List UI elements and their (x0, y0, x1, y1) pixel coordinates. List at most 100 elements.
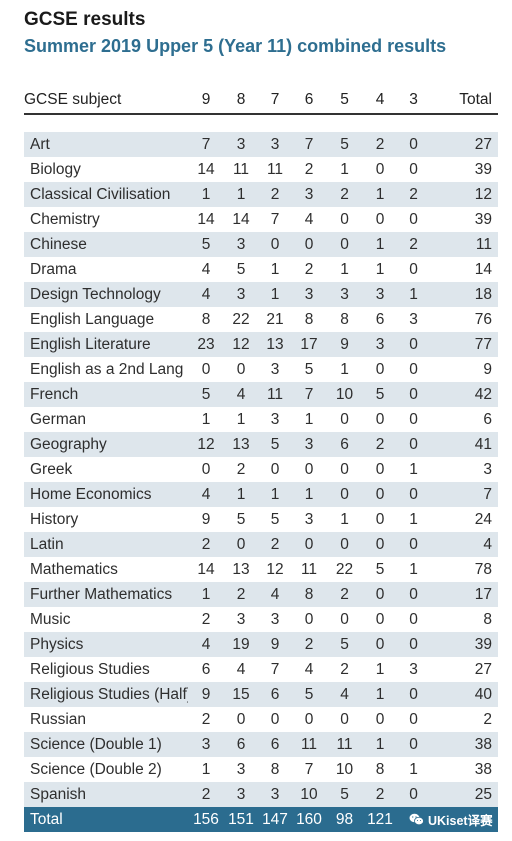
grade-count-cell: 0 (397, 132, 430, 157)
table-row: Geography 12 13 5 3 6 2 0 41 (24, 432, 498, 457)
table-row: Chinese 5 3 0 0 0 1 2 11 (24, 232, 498, 257)
table-row: English Literature 23 12 13 17 9 3 0 77 (24, 332, 498, 357)
subject-cell: Geography (24, 432, 188, 457)
grade-count-cell: 3 (224, 282, 258, 307)
grade-count-cell: 1 (340, 160, 349, 178)
grade-count-cell: 6 (258, 732, 292, 757)
grade-count-cell: 8 (340, 310, 349, 328)
grade-count-cell: 0 (340, 610, 349, 628)
grade-count-cell: 5 (188, 382, 224, 407)
grade-count-cell: 0 (270, 460, 280, 478)
grade-count-cell: 11 (232, 160, 250, 178)
total-cell: 24 (474, 510, 492, 528)
total-cell: 38 (430, 732, 498, 757)
grade-count-cell: 0 (409, 360, 418, 378)
grade-count-cell: 0 (409, 610, 418, 628)
table-row: Science (Double 1) 3 6 6 11 11 1 0 38 (24, 732, 498, 757)
grade-count-cell: 9 (258, 632, 292, 657)
grade-count-cell: 22 (335, 560, 354, 578)
total-cell: 2 (483, 710, 492, 728)
grade-count-cell: 1 (409, 560, 418, 578)
grade-count-cell: 0 (340, 710, 349, 728)
grade-count-cell: 2 (340, 660, 349, 678)
total-cell: 11 (430, 232, 498, 257)
grade-count-cell: 0 (258, 232, 292, 257)
grade-count-cell: 5 (236, 510, 246, 528)
grade-count-cell: 3 (188, 732, 224, 757)
grade-count-cell: 0 (236, 710, 246, 728)
subject-cell: Classical Civilisation (24, 182, 188, 207)
grade-count-cell: 1 (304, 410, 314, 428)
grade-count-cell: 1 (375, 660, 385, 678)
total-cell: 42 (430, 382, 498, 407)
grade-count-cell: 3 (236, 760, 246, 778)
grade-count-cell: 0 (375, 460, 385, 478)
grade-count-cell: 3 (270, 360, 280, 378)
grade-count-cell: 1 (224, 182, 258, 207)
grade-count-cell: 2 (397, 232, 430, 257)
grade-count-cell: 4 (188, 482, 224, 507)
grade-count-cell: 2 (363, 782, 397, 807)
total-cell: 14 (474, 260, 492, 278)
grade-count-cell: 13 (258, 332, 292, 357)
grade-count-cell: 12 (224, 332, 258, 357)
grade-count-cell: 0 (397, 482, 430, 507)
grade-count-cell: 4 (258, 582, 292, 607)
grade-count-cell: 0 (409, 160, 418, 178)
subject-cell: Spanish (24, 782, 188, 807)
column-header-grade: 3 (409, 91, 418, 108)
column-header-grade: 5 (340, 91, 349, 108)
grade-count-cell: 5 (236, 260, 246, 278)
subject-cell: Drama (30, 260, 77, 278)
grade-count-cell: 3 (292, 282, 326, 307)
grade-count-cell: 0 (340, 410, 349, 428)
grade-count-cell: 0 (224, 532, 258, 557)
grade-count-cell: 3 (258, 132, 292, 157)
subject-cell: Design Technology (24, 282, 188, 307)
grade-count-cell: 0 (397, 682, 430, 707)
grade-count-cell: 11 (258, 382, 292, 407)
grade-count-cell: 9 (188, 682, 224, 707)
grade-count-cell: 4 (201, 260, 211, 278)
total-cell: 76 (474, 310, 492, 328)
grade-count-cell: 9 (326, 332, 363, 357)
grade-count-cell: 2 (326, 582, 363, 607)
subject-cell: Latin (24, 532, 188, 557)
total-cell: 38 (474, 760, 492, 778)
grade-count-cell: 0 (236, 360, 246, 378)
grade-count-cell: 0 (409, 710, 418, 728)
grade-count-cell: 4 (236, 660, 246, 678)
grade-count-cell: 2 (258, 532, 292, 557)
grade-count-cell: 1 (409, 460, 418, 478)
subject-cell: Physics (24, 632, 188, 657)
grade-count-cell: 5 (326, 632, 363, 657)
grade-count-cell: 3 (409, 660, 418, 678)
table-row: Latin 2 0 2 0 0 0 0 4 (24, 532, 498, 557)
grade-count-cell: 8 (201, 310, 211, 328)
grade-count-cell: 11 (292, 732, 326, 757)
grade-count-cell: 3 (224, 132, 258, 157)
grade-count-cell: 7 (270, 660, 280, 678)
grade-count-cell: 0 (304, 610, 314, 628)
grade-count-cell: 0 (409, 210, 418, 228)
grade-count-cell: 0 (363, 632, 397, 657)
total-count-cell: 121 (363, 807, 397, 832)
grade-count-cell: 6 (224, 732, 258, 757)
grade-count-cell: 1 (270, 260, 280, 278)
grade-count-cell: 7 (292, 132, 326, 157)
spacer (24, 118, 498, 132)
grade-count-cell: 0 (375, 510, 385, 528)
total-cell: 40 (430, 682, 498, 707)
total-cell: 9 (483, 360, 492, 378)
grade-count-cell: 17 (292, 332, 326, 357)
subject-cell: Chemistry (30, 210, 100, 228)
grade-count-cell: 0 (409, 410, 418, 428)
total-cell: 4 (430, 532, 498, 557)
grade-count-cell: 1 (363, 682, 397, 707)
column-header-subject: GCSE subject (24, 91, 122, 108)
grade-count-cell: 2 (258, 182, 292, 207)
table-row: History 9 5 5 3 1 0 1 24 (24, 507, 498, 532)
grade-count-cell: 2 (201, 710, 211, 728)
grade-count-cell: 9 (201, 510, 211, 528)
total-cell: 8 (483, 610, 492, 628)
